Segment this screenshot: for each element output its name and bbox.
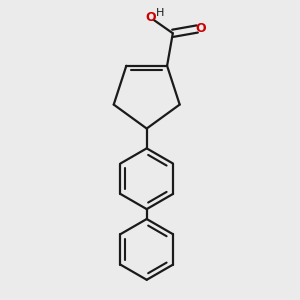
Text: O: O xyxy=(145,11,156,24)
Text: O: O xyxy=(196,22,206,35)
Text: H: H xyxy=(156,8,164,18)
